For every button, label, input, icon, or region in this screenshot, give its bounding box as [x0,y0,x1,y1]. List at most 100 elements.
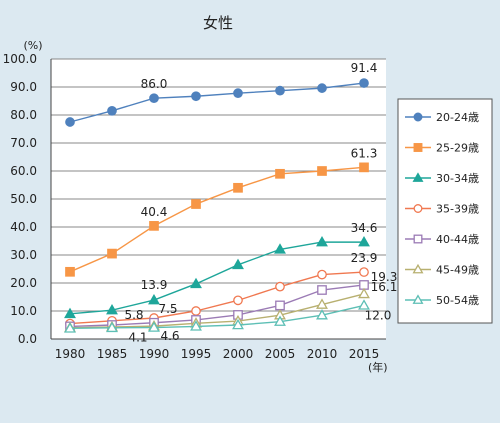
legend-item: 40-44歳 [405,233,479,246]
x-axis-unit: (年) [368,360,388,374]
y-tick-label: 60.0 [10,164,37,178]
data-point-marker [275,85,285,96]
y-tick-label: 100.0 [3,52,37,66]
x-tick-label: 1995 [181,347,212,361]
data-point-marker [149,93,159,104]
data-label: 23.9 [351,251,378,265]
legend: 20-24歳 25-29歳 30-34歳 35-39歳 40-44歳 45-49歳 50-5… [397,98,493,324]
x-tick-label: 2005 [265,347,296,361]
data-label: 4.1 [128,331,147,345]
series-20-24歳 [65,78,369,127]
y-tick-label: 70.0 [10,136,37,150]
data-point-marker [106,304,118,315]
data-point-marker [412,294,424,304]
data-point-marker [412,172,424,182]
legend-label: 20-24歳 [436,111,479,124]
data-point-marker [317,166,327,176]
data-point-marker [317,285,327,295]
legend-label: 25-29歳 [436,142,479,155]
data-point-marker [317,269,327,280]
data-point-marker [191,199,201,209]
series-line [69,166,365,273]
data-point-marker [359,162,369,173]
series-line [69,304,365,330]
series-line [69,293,365,329]
y-tick-label: 0.0 [18,332,37,346]
data-point-marker [413,143,423,152]
data-point-marker [107,248,117,259]
y-tick-label: 90.0 [10,80,37,94]
data-point-marker [64,307,76,319]
y-tick-label: 20.0 [10,276,37,290]
data-point-marker [359,267,369,277]
data-label: 19.3 [371,270,398,284]
series-30-34歳 [64,235,370,319]
data-point-marker [413,204,423,213]
y-tick-label: 40.0 [10,220,37,234]
data-point-marker [274,243,286,254]
legend-box [397,98,493,324]
data-point-marker [232,258,244,270]
legend-item: 45-49歳 [405,264,479,277]
data-point-marker [317,83,327,93]
y-axis-unit: (%) [23,39,42,52]
y-tick-label: 50.0 [10,192,37,206]
legend-label: 35-39歳 [436,203,479,216]
legend-item: 20-24歳 [405,111,479,124]
data-point-marker [413,234,423,244]
series-line [69,241,364,315]
y-tick-label: 30.0 [10,248,37,262]
legend-label: 45-49歳 [436,264,479,277]
series-line [69,271,365,325]
data-point-marker [65,117,75,127]
x-tick-label: 2015 [349,347,380,361]
data-label: 40.4 [141,205,168,219]
x-tick-label: 1985 [97,347,128,361]
data-point-marker [107,105,117,116]
data-point-marker [233,88,243,99]
legend-item: 25-29歳 [405,142,479,155]
data-point-marker [358,235,370,247]
data-label: 13.9 [141,278,168,292]
data-label: 7.5 [158,302,177,316]
data-point-marker [275,281,285,292]
data-point-marker [232,318,244,330]
data-point-marker [316,298,328,309]
y-tick-label: 10.0 [10,304,37,318]
series-line [69,284,365,328]
data-point-marker [316,235,328,247]
series-25-29歳 [65,162,369,277]
data-point-marker [148,293,160,305]
series-layer [64,78,370,333]
legend-item: 30-34歳 [405,172,479,185]
data-point-marker [65,266,75,277]
legend-item: 35-39歳 [405,203,479,216]
data-point-marker [149,221,159,231]
data-labels: 86.0 91.4 40.4 61.3 13.9 34.6 7.5 23.9 5.8 19.3 4.… [124,61,397,344]
legend-item: 50-54歳 [405,294,479,307]
data-point-marker [275,168,285,179]
data-point-marker [413,112,423,122]
data-label: 16.1 [371,280,398,294]
data-point-marker [358,287,370,299]
data-label: 34.6 [351,221,378,235]
x-tick-label: 2010 [307,347,338,361]
x-tick-label: 1990 [139,347,170,361]
data-point-marker [191,306,201,316]
series-50-54歳 [64,299,370,333]
data-point-marker [190,277,202,289]
data-label: 91.4 [351,61,378,75]
data-label: 4.6 [160,329,179,343]
data-point-marker [148,321,160,332]
data-point-marker [274,315,286,326]
legend-label: 30-34歳 [436,172,479,185]
x-tick-label: 1980 [55,347,86,361]
chart-title: 女性 [203,14,233,32]
legend-label: 50-54歳 [436,294,479,307]
data-point-marker [233,295,243,306]
data-label: 61.3 [351,146,378,160]
data-point-marker [64,322,76,333]
data-point-marker [316,309,328,320]
